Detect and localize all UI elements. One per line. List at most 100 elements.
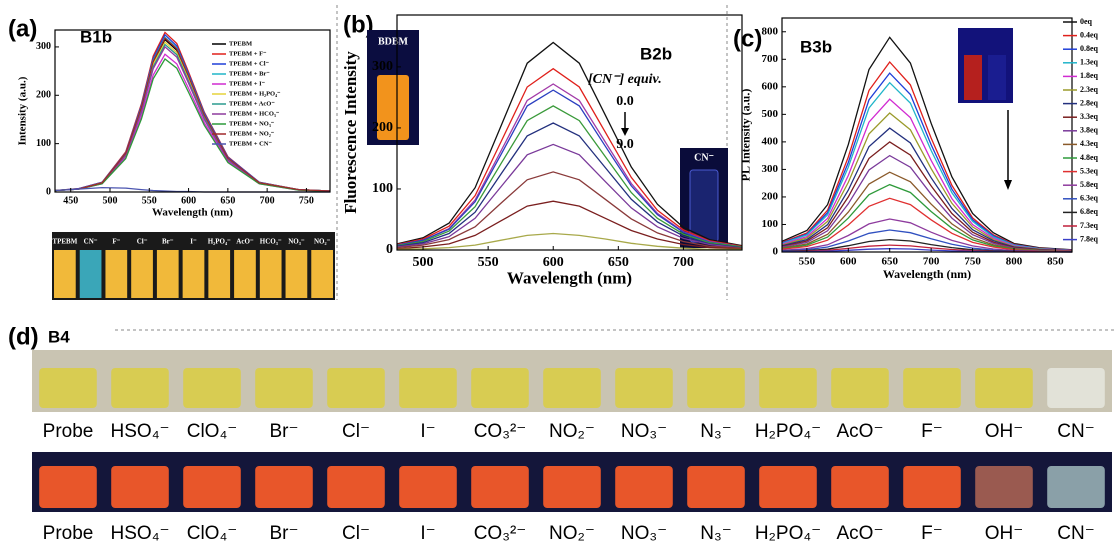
vial-label: HSO₄⁻	[111, 523, 170, 544]
vial	[615, 466, 673, 508]
legend-label: TPEBM + Cl⁻	[229, 60, 270, 67]
photo-label: Br⁻	[162, 238, 174, 246]
vial	[759, 368, 817, 408]
vial-label: F⁻	[921, 421, 943, 442]
panel-label: (a)	[8, 15, 37, 42]
vial	[39, 368, 97, 408]
vial	[831, 368, 889, 408]
panel-title: B3b	[800, 37, 832, 56]
vial	[831, 466, 889, 508]
data-line	[55, 54, 330, 191]
vial	[687, 466, 745, 508]
vial-label: N₃⁻	[700, 523, 732, 544]
y-tick-label: 0	[386, 242, 393, 257]
legend-label: TPEBM + I⁻	[229, 80, 266, 87]
legend-label: 4.3eq	[1080, 139, 1099, 148]
legend-label: TPEBM + NO₃⁻	[229, 120, 275, 127]
legend-label: 3.3eq	[1080, 112, 1099, 121]
photo-label: AcO⁻	[236, 238, 254, 246]
data-line	[55, 59, 330, 192]
x-tick-label: 650	[881, 255, 898, 267]
vial	[311, 250, 333, 298]
legend-label: 7.8eq	[1080, 234, 1099, 243]
data-line	[55, 37, 330, 191]
data-line	[782, 37, 1072, 250]
legend-label: TPEBM + CN⁻	[229, 140, 272, 147]
y-tick-label: 0	[773, 246, 779, 258]
inset-label: CN⁻	[694, 152, 714, 163]
vial	[399, 368, 457, 408]
legend-label: TPEBM + NO₂⁻	[229, 130, 275, 137]
x-axis-label: Wavelength (nm)	[507, 268, 632, 287]
vial	[234, 250, 256, 298]
vial-label: OH⁻	[985, 523, 1024, 544]
y-tick-label: 200	[372, 120, 393, 135]
vial-label: HSO₄⁻	[111, 421, 170, 442]
vial	[54, 250, 76, 298]
y-tick-label: 300	[36, 41, 51, 52]
annotation: [CN⁻] equiv.	[588, 72, 662, 87]
legend-label: 6.8eq	[1080, 207, 1099, 216]
legend-label: 7.3eq	[1080, 221, 1099, 230]
photo-label: H₂PO₄⁻	[208, 238, 231, 246]
legend-label: 5.3eq	[1080, 166, 1099, 175]
x-tick-label: 550	[142, 195, 157, 206]
legend-label: 3.8eq	[1080, 126, 1099, 135]
vial	[399, 466, 457, 508]
legend-label: 2.8eq	[1080, 98, 1099, 107]
panel-label: (c)	[733, 25, 762, 52]
y-axis-label: PL Intensity (a.u.)	[739, 89, 753, 182]
x-axis-label: Wavelength (nm)	[883, 267, 971, 281]
vial	[543, 368, 601, 408]
vial	[183, 466, 241, 508]
x-tick-label: 600	[840, 255, 857, 267]
figure: (a) B1b (b) B2b (c) B3b BDBM CN⁻ [CN⁻] e…	[0, 0, 1116, 546]
y-tick-label: 800	[762, 25, 779, 37]
panel-title: B2b	[640, 44, 672, 63]
vial	[255, 466, 313, 508]
x-tick-label: 750	[299, 195, 314, 206]
legend-label: 6.3eq	[1080, 194, 1099, 203]
vial-label: H₂PO₄⁻	[755, 523, 821, 544]
y-tick-label: 100	[762, 218, 779, 230]
legend-label: TPEBM + AcO⁻	[229, 100, 275, 107]
vial	[255, 368, 313, 408]
vial-label: Br⁻	[269, 421, 298, 442]
vial	[183, 250, 205, 298]
vial	[471, 368, 529, 408]
y-axis-label: Intensity (a.u.)	[17, 76, 29, 145]
vial-label: N₃⁻	[700, 421, 732, 442]
y-tick-label: 0	[46, 186, 51, 197]
legend-label: 0.8eq	[1080, 44, 1099, 53]
inset-label: BDBM	[378, 36, 409, 47]
vial-label: Cl⁻	[342, 421, 370, 442]
legend-label: TPEBM + Br⁻	[229, 70, 270, 77]
vial-label: Probe	[43, 523, 94, 544]
data-line	[55, 47, 330, 191]
y-tick-label: 700	[762, 53, 779, 65]
vial-label: ClO₄⁻	[187, 421, 238, 442]
y-tick-label: 300	[372, 59, 393, 74]
photo-label: Cl⁻	[137, 238, 148, 246]
vial	[208, 250, 230, 298]
vial-label: CN⁻	[1057, 523, 1094, 544]
vial	[543, 466, 601, 508]
x-tick-label: 500	[413, 255, 434, 270]
x-tick-label: 700	[260, 195, 275, 206]
vial-label: I⁻	[420, 523, 435, 544]
photo-label: CN⁻	[84, 238, 98, 246]
panel-label: (d)	[8, 323, 39, 350]
panel-title: B4	[48, 327, 70, 346]
vial-label: NO₃⁻	[621, 421, 667, 442]
legend-label: TPEBM + F⁻	[229, 50, 267, 57]
vial-label: CO₃²⁻	[474, 421, 527, 442]
y-axis-label: Fluorescence Intensity	[341, 51, 360, 214]
arrow	[621, 128, 629, 136]
legend-label: TPEBM + HCO₃⁻	[229, 110, 280, 117]
vial	[157, 250, 179, 298]
vial-label: CN⁻	[1057, 421, 1094, 442]
x-tick-label: 600	[181, 195, 196, 206]
vial	[286, 250, 308, 298]
vial-label: Probe	[43, 421, 94, 442]
x-tick-label: 650	[220, 195, 235, 206]
